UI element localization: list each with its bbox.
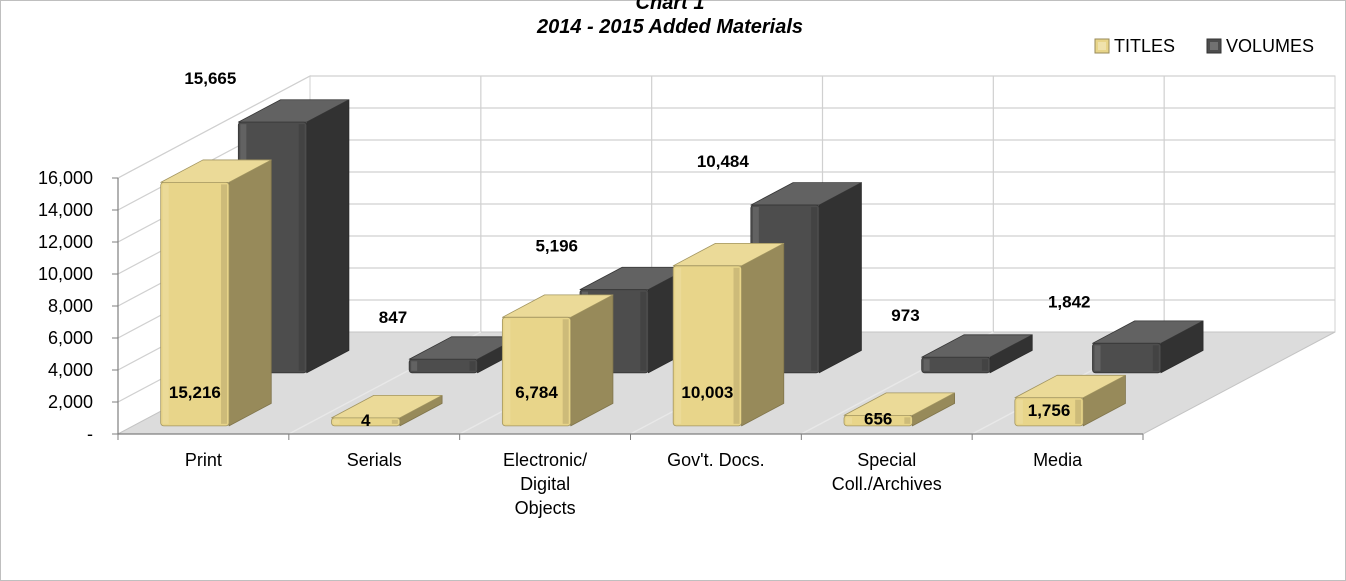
gridline-side [117,75,311,179]
legend: TITLES VOLUMES [1094,36,1314,56]
volumes-data-label: 1,842 [1048,292,1091,311]
titles-data-label: 1,756 [1028,401,1071,420]
legend-swatch-inner [1098,42,1106,50]
chart-subtitle: 2014 - 2015 Added Materials [536,16,803,38]
volumes-data-label: 10,484 [697,152,750,171]
volumes-data-label: 973 [891,306,919,325]
titles-bar [160,159,272,427]
titles-bar [1014,374,1126,427]
category-label: Electronic/Digital Objects [503,450,587,518]
volumes-data-label: 5,196 [535,237,578,256]
titles-data-label: 656 [864,410,892,429]
titles-bar [331,394,443,427]
volumes-data-label: 847 [379,308,407,327]
y-tick-label: 10,000 [38,264,93,284]
category-label: Gov't. Docs. [667,450,764,470]
legend-label-volumes: VOLUMES [1226,36,1314,56]
category-label: Special Coll./Archives [832,450,942,494]
titles-bar [501,294,614,427]
y-tick-label: 6,000 [48,328,93,348]
titles-data-label: 6,784 [515,383,558,402]
y-tick-label: 4,000 [48,360,93,380]
titles-bar [672,242,785,427]
volumes-bar [1092,320,1204,374]
category-label: Media [1033,450,1083,470]
volumes-data-label: 15,665 [184,69,236,88]
titles-data-label: 10,003 [681,383,733,402]
y-tick-label: 12,000 [38,232,93,252]
titles-data-label: 15,216 [169,383,221,402]
titles-data-label: 4 [361,411,371,430]
y-tick-label: 8,000 [48,296,93,316]
y-tick-label: 16,000 [38,168,93,188]
y-tick-label: - [87,424,93,444]
plot-area: - 2,000 4,000 6,000 8,000 10,000 12,000 14,000 1… [38,69,1336,518]
category-label: Serials [347,450,402,470]
y-tick-label: 2,000 [48,392,93,412]
category-label: Print [185,450,222,470]
chart-title: Chart 1 [636,0,705,14]
y-tick-label: 14,000 [38,200,93,220]
titles-bar [843,392,955,427]
volumes-bar [921,334,1033,374]
legend-swatch-inner [1210,42,1218,50]
legend-label-titles: TITLES [1114,36,1175,56]
